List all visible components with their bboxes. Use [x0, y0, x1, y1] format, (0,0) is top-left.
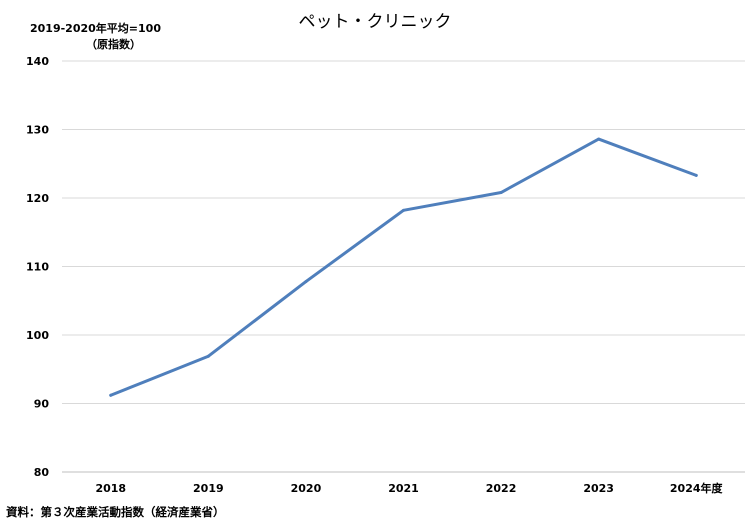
y-tick-label: 120 [26, 192, 49, 205]
data-point [402, 208, 405, 212]
x-axis-ticks: 2018 2019 2020 2021 2022 2023 2024年度 [95, 481, 723, 495]
x-tick-label: 2022 [486, 482, 517, 495]
y-tick-label: 100 [26, 329, 49, 342]
y-tick-label: 90 [34, 398, 50, 411]
data-point [499, 191, 503, 195]
data-point [304, 280, 308, 284]
chart-title: ペット・クリニック [299, 12, 452, 32]
x-tick-label: 2024年度 [670, 481, 724, 495]
x-tick-label: 2020 [291, 482, 322, 495]
series-line [109, 137, 698, 397]
source-note: 資料：第３次産業活動指数（経済産業省） [6, 505, 225, 519]
y-tick-label: 130 [26, 124, 49, 137]
x-tick-label: 2019 [193, 482, 224, 495]
x-tick-label: 2021 [388, 482, 419, 495]
y-tick-label: 80 [34, 466, 50, 479]
data-point [206, 354, 210, 358]
x-tick-label: 2018 [95, 482, 126, 495]
gridlines [62, 60, 745, 473]
y-axis-unit-sublabel: （原指数） [86, 37, 141, 51]
data-point [597, 137, 601, 141]
data-point [694, 173, 698, 177]
y-axis-ticks: 80 90 100 110 120 130 140 [26, 55, 49, 479]
y-axis-unit-label: 2019-2020年平均=100 [30, 21, 161, 35]
y-tick-label: 110 [26, 261, 49, 274]
data-point [109, 393, 113, 397]
y-tick-label: 140 [26, 55, 49, 68]
series-group [109, 137, 698, 397]
x-tick-label: 2023 [583, 482, 614, 495]
